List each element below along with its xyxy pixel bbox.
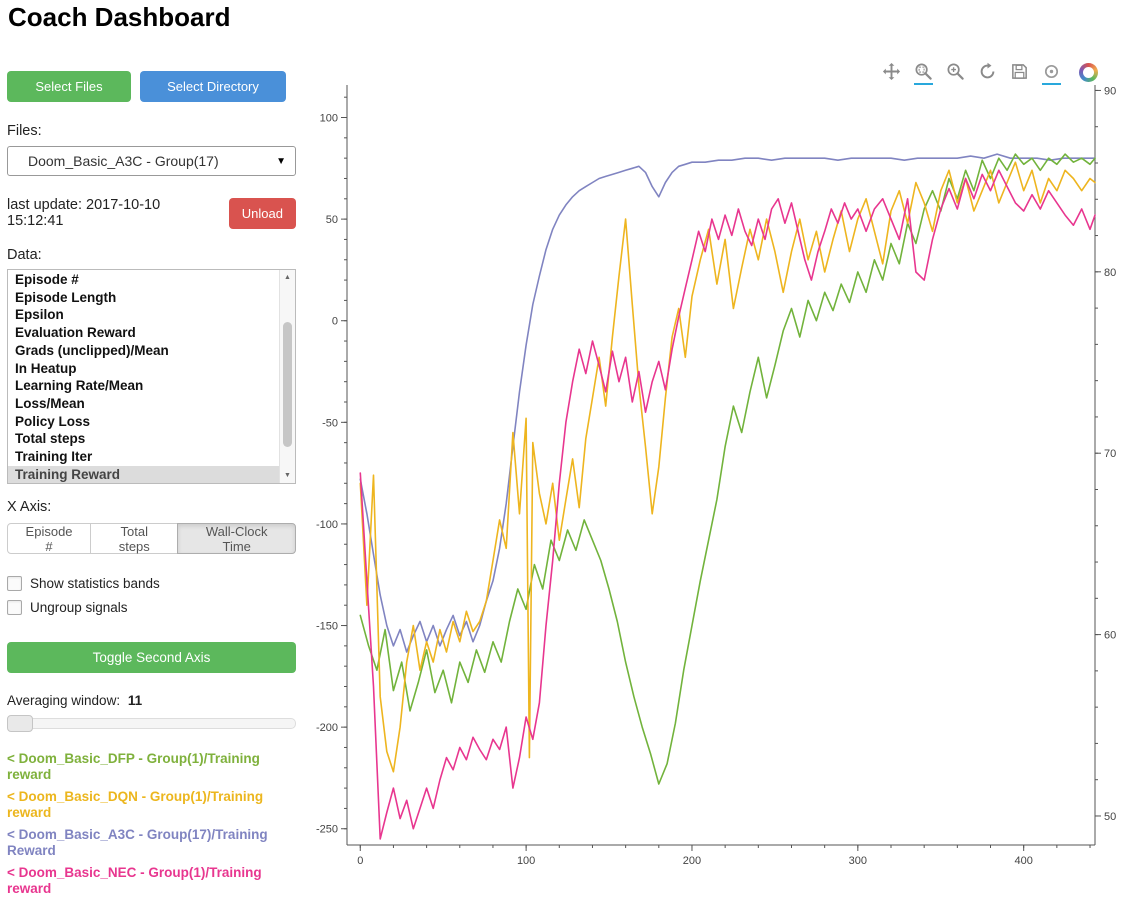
- save-tool-icon[interactable]: [1010, 62, 1029, 85]
- tick-label: 300: [849, 855, 867, 867]
- select-files-button[interactable]: Select Files: [7, 71, 131, 102]
- averaging-window-slider[interactable]: [7, 715, 296, 732]
- tick-label: 100: [320, 113, 338, 125]
- data-list-item[interactable]: Policy Loss: [15, 413, 91, 429]
- slider-handle[interactable]: [7, 715, 33, 732]
- tick-label: 80: [1104, 267, 1116, 279]
- chevron-down-icon: ▼: [276, 155, 286, 167]
- reset-tool-icon[interactable]: [978, 62, 997, 85]
- pan-tool-icon[interactable]: [882, 62, 901, 85]
- files-select-value: Doom_Basic_A3C - Group(17): [28, 153, 219, 169]
- series-line: [359, 153, 1096, 653]
- training-reward-plot[interactable]: 100 50 0 -50 -100 -150 -200 -250 90 80 70 60 50 0 100 2…: [290, 85, 1142, 881]
- data-list-item[interactable]: Evaluation Reward: [15, 325, 136, 341]
- tick-label: -200: [316, 722, 338, 734]
- checkbox-row[interactable]: Ungroup signals: [7, 600, 296, 615]
- chart-panel: 100 50 0 -50 -100 -150 -200 -250 90 80 70 60 50 0 100 2…: [290, 55, 1142, 881]
- checkbox-group: Show statistics bands Ungroup signals: [7, 576, 296, 615]
- data-list[interactable]: Episode # Episode Length Epsilon Evaluation…: [7, 269, 296, 484]
- data-list-scrollbar[interactable]: ▲ ▼: [279, 270, 295, 483]
- tick-label: -50: [322, 417, 338, 429]
- tick-label: -250: [316, 824, 338, 836]
- tick-label: 400: [1015, 855, 1033, 867]
- data-list-item[interactable]: Episode #: [15, 272, 79, 287]
- series-line: [359, 161, 1096, 773]
- data-list-item[interactable]: Episode Length: [15, 289, 117, 305]
- averaging-window-row: Averaging window: 11: [7, 693, 296, 708]
- data-list-item[interactable]: Training Iter: [15, 449, 93, 465]
- checkbox[interactable]: [7, 576, 22, 591]
- box-zoom-tool-icon[interactable]: [914, 62, 933, 85]
- data-list-item[interactable]: Learning Rate/Mean: [15, 378, 144, 394]
- x-axis-tab[interactable]: Total steps: [90, 523, 179, 554]
- files-label: Files:: [7, 123, 42, 139]
- wheel-zoom-tool-icon[interactable]: [946, 62, 965, 85]
- data-list-item[interactable]: In Heatup: [15, 360, 77, 376]
- series-line: [359, 169, 1096, 840]
- legend: < Doom_Basic_DFP - Group(1)/Training rew…: [7, 751, 275, 896]
- data-list-item[interactable]: Total steps: [15, 431, 86, 447]
- series-line: [359, 153, 1096, 785]
- file-buttons-row: Select Files Select Directory: [7, 71, 296, 102]
- tick-label: 60: [1104, 630, 1116, 642]
- unload-button[interactable]: Unload: [228, 197, 296, 229]
- legend-item[interactable]: < Doom_Basic_DQN - Group(1)/Training rew…: [7, 789, 264, 820]
- x-axis-tabs: Episode # Total steps Wall-Clock Time: [7, 523, 297, 554]
- data-list-item[interactable]: Loss/Mean: [15, 395, 85, 411]
- averaging-window-label: Averaging window:: [7, 693, 121, 708]
- toggle-second-axis-button[interactable]: Toggle Second Axis: [7, 642, 296, 673]
- tick-label: 0: [332, 316, 338, 328]
- checkbox-row[interactable]: Show statistics bands: [7, 576, 296, 591]
- data-list-item[interactable]: Training Reward: [8, 465, 279, 483]
- data-list-item[interactable]: Epsilon: [15, 307, 64, 323]
- sidebar: Select Files Select Directory Files: Doo…: [7, 71, 297, 903]
- tick-label: 200: [683, 855, 701, 867]
- averaging-window-value: 11: [127, 693, 143, 708]
- last-update-row: last update: 2017-10-10 15:12:41 Unload: [7, 197, 296, 229]
- scroll-down-icon[interactable]: ▼: [284, 472, 291, 479]
- scroll-up-icon[interactable]: ▲: [284, 274, 291, 281]
- checkbox-label: Ungroup signals: [30, 600, 128, 615]
- x-axis-label: X Axis:: [7, 499, 52, 515]
- checkbox[interactable]: [7, 600, 22, 615]
- tick-label: 100: [517, 855, 535, 867]
- bokeh-logo-icon[interactable]: [1079, 63, 1098, 82]
- tick-label: 50: [1104, 811, 1116, 823]
- legend-item[interactable]: < Doom_Basic_DFP - Group(1)/Training rew…: [7, 751, 260, 782]
- tick-label: 50: [326, 214, 338, 226]
- scrollbar-thumb[interactable]: [283, 322, 292, 447]
- data-list-items: Episode # Episode Length Epsilon Evaluation…: [8, 271, 279, 483]
- tick-label: -100: [316, 519, 338, 531]
- hover-tool-icon[interactable]: [1042, 62, 1061, 85]
- tick-label: 90: [1104, 85, 1116, 97]
- x-axis-tab[interactable]: Episode #: [7, 523, 92, 554]
- files-select[interactable]: Doom_Basic_A3C - Group(17) ▼: [7, 146, 296, 176]
- page-title: Coach Dashboard: [8, 2, 231, 32]
- select-directory-button[interactable]: Select Directory: [140, 71, 286, 102]
- checkbox-label: Show statistics bands: [30, 576, 160, 591]
- data-list-item[interactable]: Grads (unclipped)/Mean: [15, 342, 169, 358]
- last-update-text: last update: 2017-10-10 15:12:41: [7, 197, 161, 229]
- x-axis-tab[interactable]: Wall-Clock Time: [177, 523, 297, 554]
- tick-label: 0: [357, 855, 363, 867]
- data-label: Data:: [7, 247, 42, 263]
- tick-label: -150: [316, 621, 338, 633]
- tick-label: 70: [1104, 448, 1116, 460]
- plot-toolbar: [882, 57, 1098, 85]
- legend-item[interactable]: < Doom_Basic_A3C - Group(17)/Training Re…: [7, 827, 268, 858]
